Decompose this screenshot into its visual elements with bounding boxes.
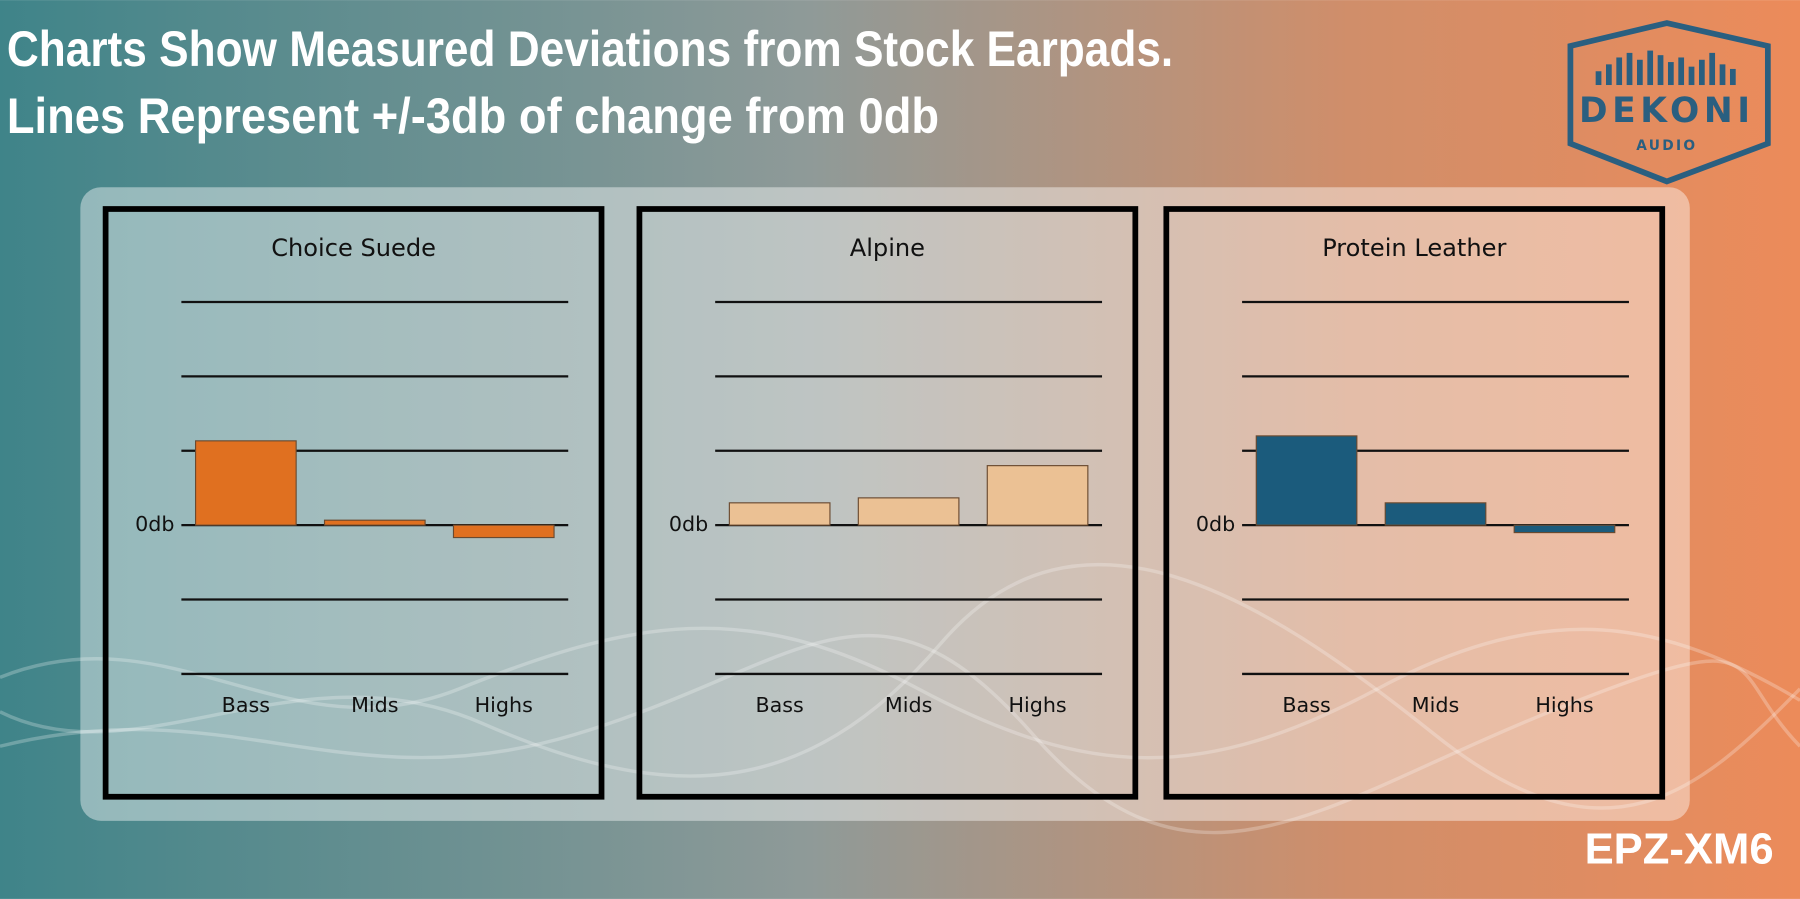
chart-frame: [636, 206, 1139, 800]
wave-decoration: [0, 562, 1800, 835]
logo: DEKONI AUDIO: [1567, 20, 1771, 185]
bar: [1513, 524, 1616, 534]
y-tick-label: 0db: [669, 512, 708, 536]
bar: [857, 497, 960, 526]
title-line: Lines Represent +/-3db of change from 0d…: [7, 87, 939, 144]
logo-brand: DEKONI: [1579, 91, 1755, 131]
charts: Choice Suede 0db Bass Mids Highs Alpine 0db Bas…: [102, 206, 1666, 800]
x-tick-label: Mids: [351, 693, 398, 717]
chart-frame: [102, 206, 605, 800]
x-tick-label: Bass: [1282, 693, 1330, 717]
bar: [452, 524, 555, 539]
chart-title: Alpine: [850, 234, 925, 262]
x-tick-label: Highs: [1008, 693, 1066, 717]
logo-sub: AUDIO: [1636, 138, 1697, 154]
bar: [194, 440, 297, 526]
x-tick-label: Bass: [755, 693, 803, 717]
bar: [986, 465, 1089, 526]
chart: Alpine 0db Bass Mids Highs: [636, 206, 1139, 800]
bar: [1255, 435, 1358, 526]
x-tick-label: Highs: [1535, 693, 1593, 717]
x-tick-label: Mids: [1412, 693, 1459, 717]
y-tick-label: 0db: [1196, 512, 1235, 536]
model-label: EPZ-XM6: [1585, 825, 1774, 873]
x-tick-label: Mids: [885, 693, 932, 717]
title-line: Charts Show Measured Deviations from Sto…: [7, 20, 1173, 77]
bar: [728, 502, 831, 526]
chart-frame: [1163, 206, 1666, 800]
y-tick-label: 0db: [135, 512, 174, 536]
chart-title: Protein Leather: [1322, 234, 1506, 262]
bar: [323, 519, 426, 526]
chart-title: Choice Suede: [271, 234, 436, 262]
x-tick-label: Highs: [475, 693, 533, 717]
chart: Protein Leather 0db Bass Mids Highs: [1163, 206, 1666, 800]
x-tick-label: Bass: [222, 693, 270, 717]
bar: [1384, 502, 1487, 526]
chart: Choice Suede 0db Bass Mids Highs: [102, 206, 605, 800]
